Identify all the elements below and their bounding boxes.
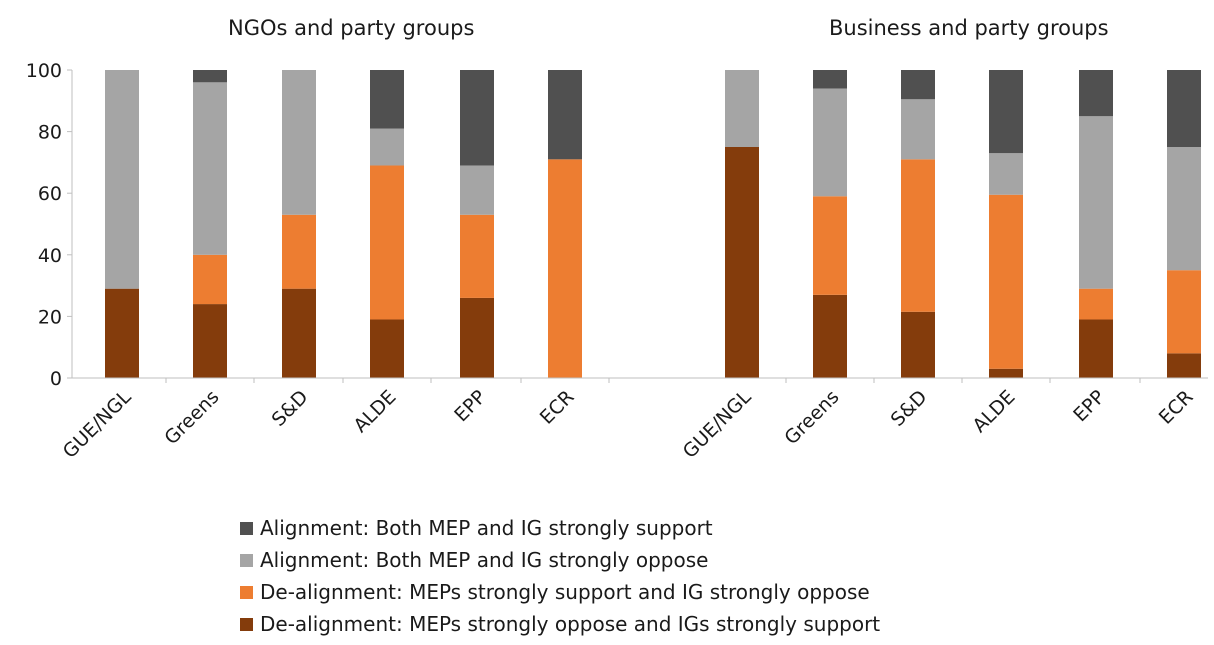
bar-segment-0-0-s0 (105, 288, 139, 378)
bar-segment-1-2-s3 (901, 70, 935, 100)
bar-segment-0-2-s1 (282, 214, 316, 289)
bar-segment-1-3-s2 (989, 153, 1023, 195)
bar-segment-1-5-s0 (1167, 353, 1201, 378)
x-tick-label: ALDE (968, 386, 1019, 437)
y-tick-label: 80 (38, 122, 62, 144)
y-tick-label: 40 (38, 245, 62, 267)
bar-segment-1-1-s3 (813, 70, 847, 89)
bar-segment-0-4-s0 (460, 297, 494, 378)
bar-segment-0-1-s0 (193, 304, 227, 378)
bar-segment-1-4-s0 (1079, 319, 1113, 378)
bar-segment-0-1-s2 (193, 82, 227, 255)
bar-segment-0-4-s2 (460, 165, 494, 215)
bar-segment-1-1-s1 (813, 196, 847, 295)
bar-segment-1-4-s2 (1079, 116, 1113, 289)
legend-item: De-alignment: MEPs strongly oppose and I… (240, 608, 880, 640)
bar-segment-1-4-s1 (1079, 288, 1113, 320)
x-tick-label: ALDE (349, 386, 400, 437)
panel-subtitle-business: Business and party groups (829, 16, 1109, 40)
bar-segment-1-5-s1 (1167, 270, 1201, 354)
legend-swatch (240, 521, 253, 535)
x-tick-label: GUE/NGL (59, 386, 136, 463)
bar-segment-0-2-s2 (282, 70, 316, 215)
bar-segment-0-3-s0 (370, 319, 404, 378)
bar-layer (105, 70, 1201, 378)
y-tick-label: 0 (50, 368, 62, 390)
y-tick-label: 20 (38, 306, 62, 328)
legend-label: De-alignment: MEPs strongly support and … (260, 580, 870, 604)
bar-segment-1-1-s2 (813, 88, 847, 197)
bar-segment-0-5-s3 (548, 70, 582, 160)
bar-segment-0-3-s3 (370, 70, 404, 129)
legend-swatch (240, 585, 253, 599)
x-tick-label: Greens (780, 386, 843, 449)
x-tick-label: EPP (1069, 386, 1109, 426)
legend-swatch (240, 617, 253, 631)
bar-segment-0-1-s3 (193, 70, 227, 83)
bar-segment-1-2-s2 (901, 99, 935, 160)
x-tick-label: S&D (887, 386, 932, 431)
legend-label: Alignment: Both MEP and IG strongly supp… (260, 516, 713, 540)
bar-segment-1-2-s0 (901, 311, 935, 378)
bar-segment-1-3-s3 (989, 70, 1023, 154)
bar-segment-0-4-s1 (460, 214, 494, 298)
bar-segment-1-2-s1 (901, 159, 935, 312)
legend-item: Alignment: Both MEP and IG strongly oppo… (240, 544, 880, 576)
bar-segment-0-1-s1 (193, 254, 227, 305)
y-tick-label: 60 (38, 183, 62, 205)
legend-label: Alignment: Both MEP and IG strongly oppo… (260, 548, 709, 572)
bar-segment-0-4-s3 (460, 70, 494, 166)
bar-segment-0-5-s1 (548, 159, 582, 378)
chart-legend: Alignment: Both MEP and IG strongly supp… (240, 512, 880, 640)
legend-swatch (240, 553, 253, 567)
x-tick-label: ECR (1155, 386, 1198, 429)
bar-segment-1-5-s2 (1167, 147, 1201, 271)
x-tick-label: ECR (536, 386, 579, 429)
bar-segment-1-3-s1 (989, 194, 1023, 369)
bar-segment-1-1-s0 (813, 294, 847, 378)
y-tick-label: 100 (26, 60, 62, 82)
bar-segment-1-3-s0 (989, 368, 1023, 378)
legend-label: De-alignment: MEPs strongly oppose and I… (260, 612, 881, 636)
bar-segment-0-2-s0 (282, 288, 316, 378)
bar-segment-1-5-s3 (1167, 70, 1201, 147)
panel-subtitle-ngo: NGOs and party groups (228, 16, 475, 40)
x-tick-label: GUE/NGL (679, 386, 756, 463)
legend-item: Alignment: Both MEP and IG strongly supp… (240, 512, 880, 544)
bar-segment-0-0-s2 (105, 70, 139, 289)
x-tick-label: EPP (450, 386, 490, 426)
x-tick-label: Greens (160, 386, 223, 449)
legend-item: De-alignment: MEPs strongly support and … (240, 576, 880, 608)
bar-segment-0-3-s2 (370, 128, 404, 166)
bar-segment-1-0-s2 (725, 70, 759, 147)
bar-segment-1-0-s0 (725, 147, 759, 378)
x-tick-label: S&D (268, 386, 313, 431)
bar-segment-1-4-s3 (1079, 70, 1113, 117)
bar-segment-0-3-s1 (370, 165, 404, 320)
